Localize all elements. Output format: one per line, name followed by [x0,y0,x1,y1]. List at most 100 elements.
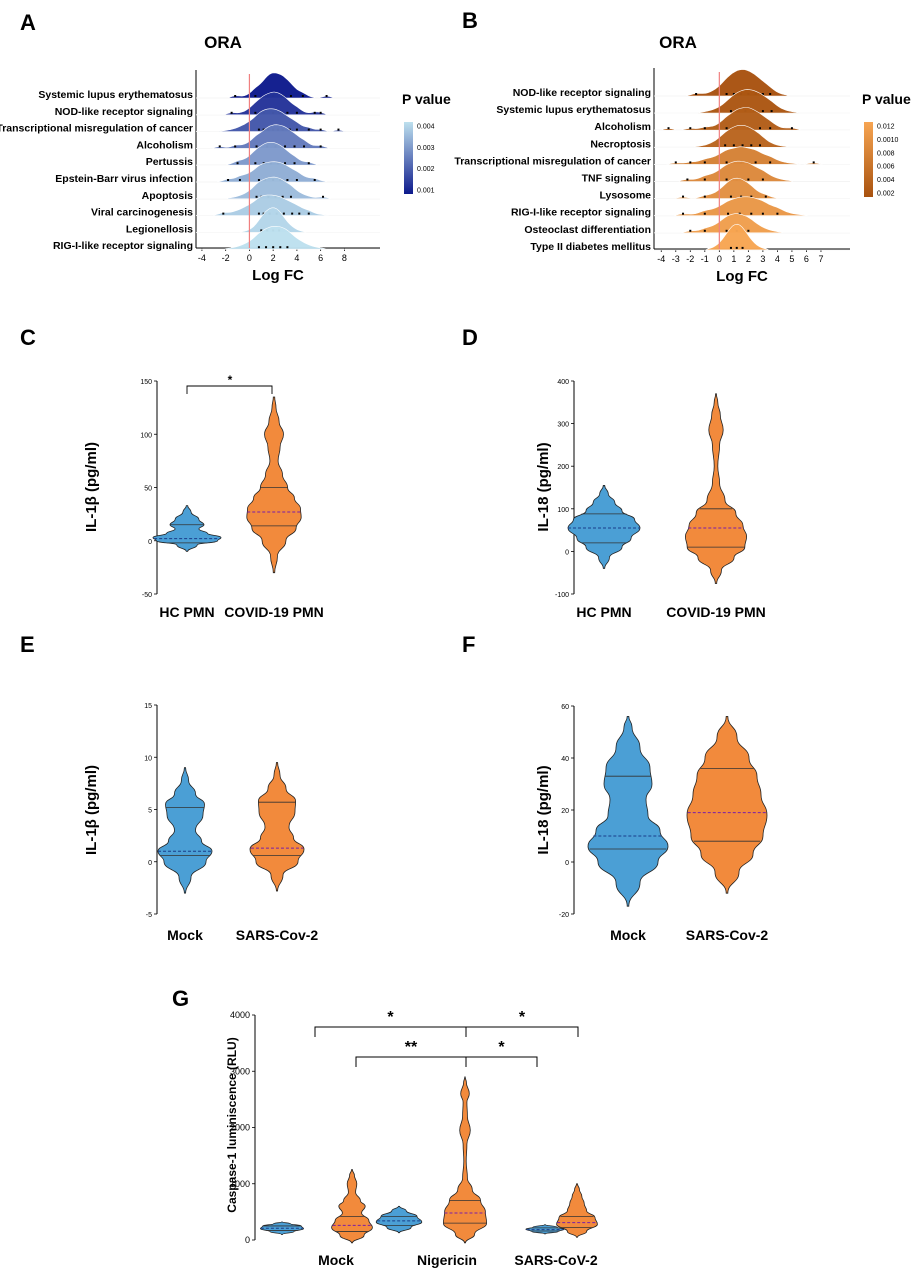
ridge-gene-dot [262,128,265,131]
ridge-gene-dot [281,195,284,198]
pathway-label: Systemic lupus erythematosus [38,89,193,101]
x-tick-label: 8 [342,253,347,263]
violin-body [152,505,222,552]
ridge-gene-dot [289,95,292,97]
ridge-gene-dot [255,145,258,148]
y-tick-label: 100 [140,432,152,439]
ridge-gene-dot [725,178,728,181]
ridge-density [654,125,850,148]
violin-body [331,1169,373,1244]
ridge-gene-dot [325,95,328,97]
y-tick-label: 1000 [230,1179,250,1189]
violin-body [375,1205,423,1234]
ridge-gene-dot [289,195,292,198]
x-tick-label: 3 [760,254,765,264]
ridge-gene-dot [301,95,304,97]
significance-label: * [228,373,233,387]
ridge-gene-dot [703,229,706,232]
y-tick-label: -20 [559,912,569,919]
ridge-gene-dot [319,128,322,131]
ridge-gene-dot [703,161,706,164]
ridge-gene-dot [750,212,753,215]
ridge-gene-dot [729,110,732,113]
ridge-gene-dot [293,145,296,148]
ridge-gene-dot [769,127,772,130]
legend-tick-label: 0.006 [877,164,895,171]
ridge-gene-dot [703,212,706,215]
pathway-label: Apoptosis [142,190,193,202]
y-tick-label: 200 [557,464,569,471]
pathway-label: Alcoholism [136,139,193,151]
violin-body [686,716,768,894]
y-tick-label: 15 [144,703,152,710]
ridge-gene-dot [674,161,677,164]
y-tick-label: 150 [140,379,152,386]
ridge-gene-dot [754,161,757,164]
x-category-label: Mock [167,927,203,943]
pathway-label: Viral carcinogenesis [91,207,193,219]
pathway-label: TNF signaling [582,173,651,185]
ridge-gene-dot [255,195,258,198]
y-axis-label: IL-1β (pg/ml) [83,442,100,532]
ridge-density [654,107,850,131]
y-tick-label: 0 [148,860,152,867]
ridge-gene-dot [735,246,738,249]
ridge-gene-dot [758,127,761,130]
x-tick-label: -4 [657,254,665,264]
y-tick-label: -5 [146,912,152,919]
ridge-gene-dot [234,95,237,97]
ridge-density [196,108,380,132]
y-tick-label: 40 [561,756,569,763]
x-tick-label: 5 [789,254,794,264]
x-category-label: COVID-19 PMN [224,604,324,620]
chart-title: ORA [204,33,242,52]
y-tick-label: 0 [245,1235,250,1245]
ridge-gene-dot [770,110,773,113]
significance-bracket [314,1026,467,1037]
y-tick-label: 50 [144,486,152,493]
ridge-gene-dot [254,162,257,165]
y-tick-label: 0 [565,549,569,556]
ridge-density [196,176,380,200]
y-axis-label: IL-18 (pg/ml) [535,442,552,531]
ridge-gene-dot [689,161,692,164]
x-category-label: HC PMN [576,604,631,620]
ridge-gene-dot [686,178,689,181]
y-tick-label: 4000 [230,1010,250,1020]
ridge-density [654,69,850,97]
ridge-gene-dot [307,128,310,131]
x-tick-label: 2 [746,254,751,264]
ridge-gene-dot [293,162,296,165]
pathway-label: Epstein-Barr virus infection [55,173,193,185]
y-tick-label: 5 [148,808,152,815]
y-tick-label: 20 [561,808,569,815]
ridge-gene-dot [313,179,316,181]
panel-label-g: G [172,986,189,1011]
y-tick-label: 0 [565,860,569,867]
ridge-gene-dot [747,229,750,232]
ridge-gene-dot [307,162,310,165]
pathway-label: Necroptosis [590,138,651,150]
ridge-gene-dot [682,195,685,198]
ridge-gene-dot [238,179,241,181]
ridge-gene-dot [286,246,289,249]
y-tick-label: -100 [555,592,569,599]
violin-body [684,393,748,584]
ridge-gene-dot [724,144,727,147]
x-axis-label: Log FC [716,268,768,285]
ridge-gene-dot [286,179,289,181]
x-category-label: Mock [318,1252,354,1268]
ridge-density [196,142,380,166]
ridge-gene-dot [703,127,706,130]
x-tick-label: -3 [672,254,680,264]
ridgeline-panel-a: ORA -4 -2 0 2 4 6 8 Log FC Systemic lupus erythem… [0,33,451,284]
significance-bracket [465,1056,538,1067]
violin-panel-c: -50 0 50 100 150 IL-1β (pg/ml) HC PMN COVID-19 … [83,373,324,620]
ridge-gene-dot [732,93,735,95]
violin-panel-g: 0 1000 2000 3000 4000 Caspase-1 luminiscence … [225,1009,598,1268]
violin-body [567,484,641,569]
x-tick-label: 4 [775,254,780,264]
x-tick-label: 2 [271,253,276,263]
significance-bracket [355,1056,467,1067]
